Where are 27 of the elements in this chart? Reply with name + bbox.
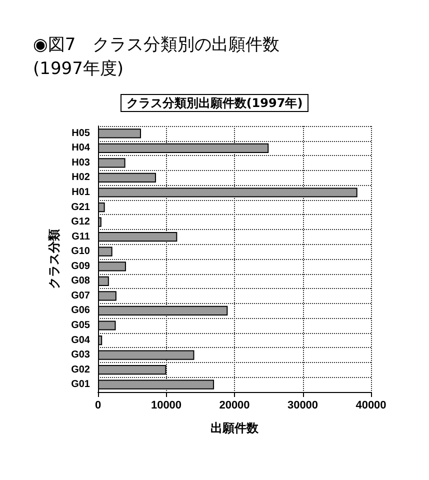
- y-tick-label: G03: [71, 350, 90, 361]
- y-tick-label: H03: [72, 157, 90, 168]
- y-tick-label: G05: [71, 320, 90, 331]
- x-tick-label: 30000: [287, 400, 318, 412]
- y-tick-label: G12: [71, 216, 90, 228]
- y-tick-label: G02: [71, 364, 90, 376]
- y-tick-label: H01: [72, 187, 90, 198]
- y-tick-label: G01: [71, 379, 90, 390]
- x-tick-label: 40000: [356, 400, 386, 412]
- y-tick-label: G21: [71, 202, 90, 213]
- chart-title: ◉図7 クラス分類別の出願件数 (1997年度): [33, 35, 286, 79]
- y-tick-label: G08: [71, 276, 90, 287]
- x-tick-label: 10000: [150, 400, 182, 412]
- y-tick-label: G06: [71, 305, 90, 316]
- y-tick-label: G11: [72, 231, 90, 242]
- y-tick-label: H02: [72, 172, 90, 184]
- y-tick-label: G07: [71, 290, 90, 302]
- y-tick-label: G09: [71, 260, 90, 272]
- y-tick-label: G04: [71, 334, 90, 346]
- y-tick-label: H04: [72, 142, 90, 154]
- x-tick-label: 0: [94, 400, 102, 412]
- y-tick-label: G10: [71, 246, 90, 258]
- y-tick-label: H05: [72, 128, 90, 139]
- y-axis-title: クラス分類: [47, 229, 62, 289]
- x-tick-label: 20000: [219, 400, 250, 412]
- x-axis-title: 出願件数: [210, 421, 260, 435]
- chart-subtitle: クラス分類別出願件数(1997年): [126, 96, 303, 110]
